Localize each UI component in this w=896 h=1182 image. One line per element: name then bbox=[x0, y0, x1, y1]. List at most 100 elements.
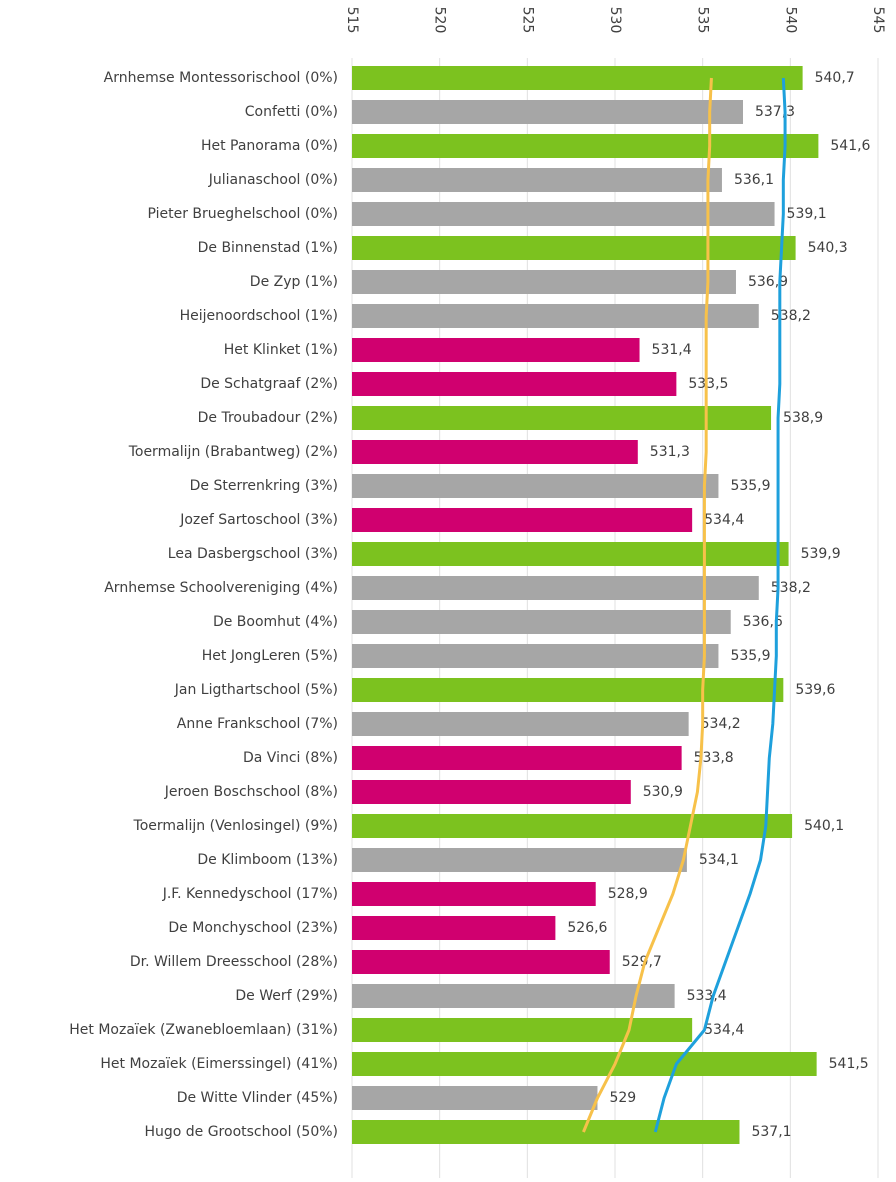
bar bbox=[352, 848, 687, 872]
bar bbox=[352, 508, 693, 532]
category-label: De Werf (29%) bbox=[235, 988, 338, 1004]
x-tick-label: 540 bbox=[782, 7, 798, 34]
category-label: De Witte Vlinder (45%) bbox=[177, 1090, 338, 1106]
bar bbox=[352, 542, 789, 566]
value-label: 534,4 bbox=[704, 512, 744, 528]
category-label: Jozef Sartoschool (3%) bbox=[179, 512, 338, 528]
bar bbox=[352, 236, 796, 260]
value-label: 534,2 bbox=[701, 716, 741, 732]
category-label: De Zyp (1%) bbox=[250, 274, 338, 290]
bar bbox=[352, 916, 556, 940]
value-label: 540,3 bbox=[808, 240, 848, 256]
category-label: De Schatgraaf (2%) bbox=[200, 376, 338, 392]
category-label: Anne Frankschool (7%) bbox=[177, 716, 338, 732]
value-label: 539,6 bbox=[795, 682, 835, 698]
trend-line bbox=[582, 77, 713, 1133]
value-label: 528,9 bbox=[608, 886, 648, 902]
value-label: 533,4 bbox=[687, 988, 727, 1004]
category-label: Arnhemse Schoolvereniging (4%) bbox=[104, 580, 338, 596]
bar bbox=[352, 134, 819, 158]
x-tick-label: 535 bbox=[695, 7, 711, 34]
value-label: 531,3 bbox=[650, 444, 690, 460]
bar bbox=[352, 984, 675, 1008]
value-label: 536,1 bbox=[734, 172, 774, 188]
value-label: 534,4 bbox=[704, 1022, 744, 1038]
value-label: 540,1 bbox=[804, 818, 844, 834]
category-label: De Boomhut (4%) bbox=[213, 614, 338, 630]
value-label: 539,1 bbox=[787, 206, 827, 222]
x-tick-label: 530 bbox=[607, 7, 623, 34]
value-label: 540,7 bbox=[815, 70, 855, 86]
bar bbox=[352, 882, 596, 906]
category-label: Da Vinci (8%) bbox=[243, 750, 338, 766]
x-tick-label: 525 bbox=[519, 7, 535, 34]
category-label: Het Mozaïek (Zwanebloemlaan) (31%) bbox=[69, 1022, 338, 1038]
category-label: De Troubadour (2%) bbox=[198, 410, 338, 426]
category-label: Jan Ligthartschool (5%) bbox=[174, 682, 338, 698]
category-label: Jeroen Boschschool (8%) bbox=[164, 784, 338, 800]
trend-line bbox=[653, 77, 787, 1133]
value-label: 533,5 bbox=[688, 376, 728, 392]
category-label: Dr. Willem Dreesschool (28%) bbox=[130, 954, 338, 970]
category-label: J.F. Kennedyschool (17%) bbox=[162, 886, 338, 902]
bar bbox=[352, 678, 784, 702]
value-label: 537,1 bbox=[751, 1124, 791, 1140]
bar bbox=[352, 338, 640, 362]
bar bbox=[352, 474, 719, 498]
value-label: 541,5 bbox=[829, 1056, 869, 1072]
bar bbox=[352, 440, 638, 464]
category-label: Het Panorama (0%) bbox=[201, 138, 338, 154]
bar bbox=[352, 304, 759, 328]
category-label: Het Mozaïek (Eimerssingel) (41%) bbox=[100, 1056, 338, 1072]
value-label: 534,1 bbox=[699, 852, 739, 868]
category-label: Julianaschool (0%) bbox=[208, 172, 338, 188]
category-label: Toermalijn (Brabantweg) (2%) bbox=[128, 444, 338, 460]
value-label: 533,8 bbox=[694, 750, 734, 766]
bar bbox=[352, 270, 736, 294]
bar bbox=[352, 780, 631, 804]
x-tick-label: 515 bbox=[344, 7, 360, 34]
category-label: Arnhemse Montessorischool (0%) bbox=[104, 70, 338, 86]
value-label: 526,6 bbox=[567, 920, 607, 936]
bar bbox=[352, 202, 775, 226]
bar bbox=[352, 950, 610, 974]
x-tick-label: 545 bbox=[870, 7, 886, 34]
value-label: 538,2 bbox=[771, 580, 811, 596]
category-label: De Binnenstad (1%) bbox=[198, 240, 338, 256]
bar bbox=[352, 372, 677, 396]
value-label: 538,9 bbox=[783, 410, 823, 426]
bar bbox=[352, 1086, 598, 1110]
category-label: Pieter Brueghelschool (0%) bbox=[147, 206, 338, 222]
category-label: De Klimboom (13%) bbox=[197, 852, 338, 868]
bar bbox=[352, 406, 772, 430]
bar bbox=[352, 1052, 817, 1076]
value-label: 538,2 bbox=[771, 308, 811, 324]
bar bbox=[352, 168, 722, 192]
value-label: 536,9 bbox=[748, 274, 788, 290]
bar bbox=[352, 1120, 740, 1144]
bar bbox=[352, 644, 719, 668]
bar bbox=[352, 1018, 693, 1042]
category-label: Toermalijn (Venlosingel) (9%) bbox=[133, 818, 338, 834]
value-label: 536,6 bbox=[743, 614, 783, 630]
category-label: Lea Dasbergschool (3%) bbox=[168, 546, 338, 562]
value-label: 535,9 bbox=[730, 648, 770, 664]
category-label: Het JongLeren (5%) bbox=[202, 648, 338, 664]
value-label: 537,3 bbox=[755, 104, 795, 120]
bar bbox=[352, 712, 689, 736]
bar bbox=[352, 576, 759, 600]
value-label: 531,4 bbox=[652, 342, 692, 358]
value-label: 530,9 bbox=[643, 784, 683, 800]
value-label: 529 bbox=[609, 1090, 636, 1106]
category-label: Het Klinket (1%) bbox=[224, 342, 338, 358]
bar bbox=[352, 746, 682, 770]
category-label: Heijenoordschool (1%) bbox=[180, 308, 338, 324]
bar bbox=[352, 814, 793, 838]
category-label: Confetti (0%) bbox=[245, 104, 338, 120]
value-label: 539,9 bbox=[801, 546, 841, 562]
bar bbox=[352, 100, 743, 124]
value-label: 535,9 bbox=[730, 478, 770, 494]
value-label: 529,7 bbox=[622, 954, 662, 970]
category-label: Hugo de Grootschool (50%) bbox=[144, 1124, 338, 1140]
